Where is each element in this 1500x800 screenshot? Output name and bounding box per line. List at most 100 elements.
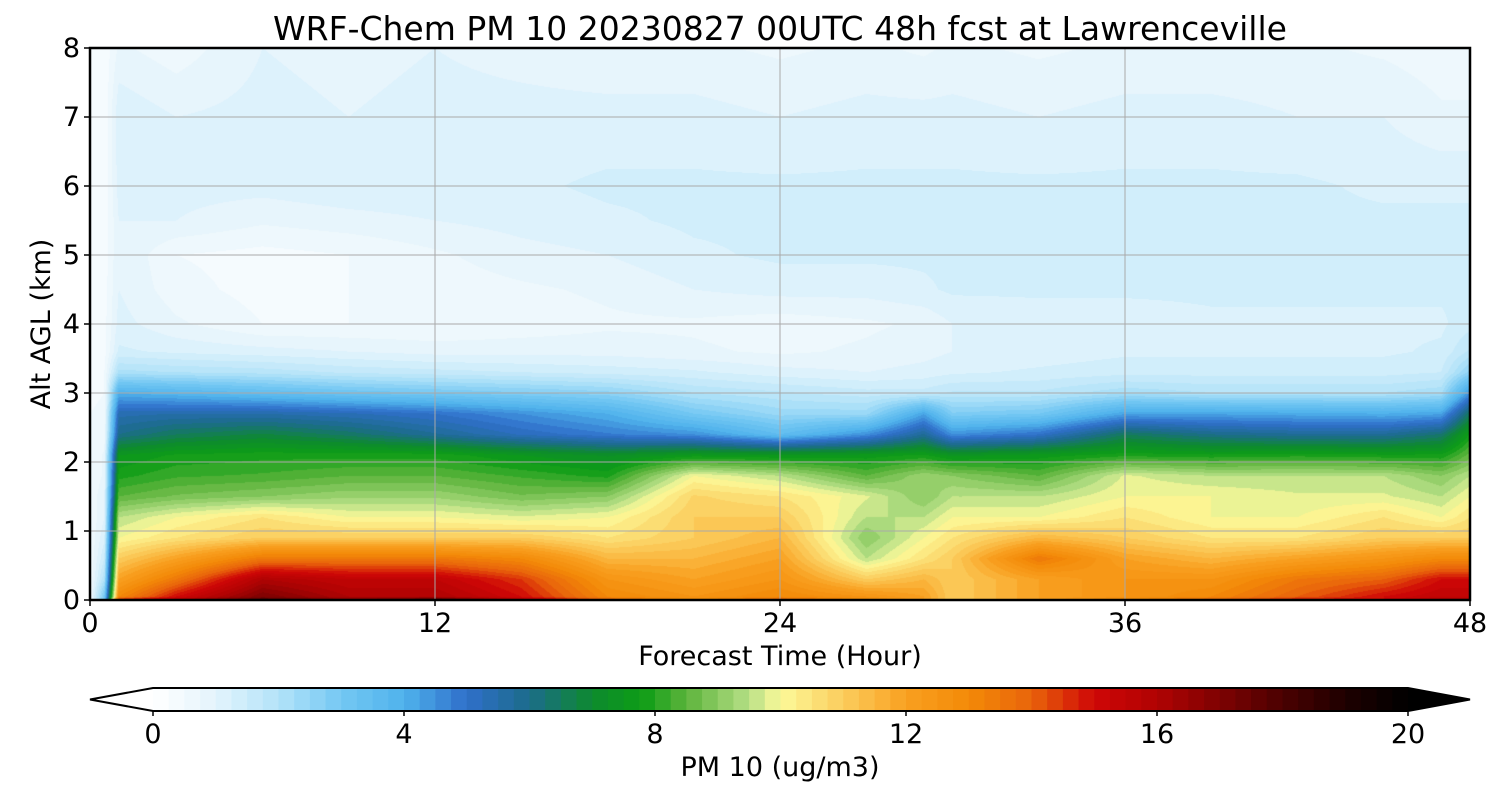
y-tick-label: 7 — [63, 102, 80, 133]
x-tick-label: 24 — [763, 608, 797, 639]
colorbar-segment — [1313, 688, 1331, 711]
colorbar-segment — [215, 688, 233, 711]
colorbar-segment — [482, 688, 499, 711]
colorbar-tick-label: 20 — [1391, 719, 1425, 750]
colorbar-segment — [670, 688, 687, 711]
colorbar-segment — [780, 688, 797, 711]
colorbar-segment — [309, 688, 327, 711]
colorbar-tick-label: 4 — [395, 719, 412, 750]
colorbar-segment — [984, 688, 1001, 711]
colorbar-segment — [1345, 688, 1362, 711]
colorbar-segment — [639, 688, 656, 711]
y-tick-label: 4 — [63, 309, 80, 340]
colorbar-segment — [247, 688, 264, 711]
y-tick-label: 8 — [63, 33, 80, 64]
chart-title: WRF-Chem PM 10 20230827 00UTC 48h fcst a… — [273, 9, 1287, 48]
y-tick-label: 3 — [63, 378, 80, 409]
colorbar-segment — [592, 688, 609, 711]
colorbar-segment — [937, 688, 954, 711]
colorbar: 0 4 8 12 16 20 — [89, 687, 1471, 750]
colorbar-segment — [325, 688, 342, 711]
colorbar-segment — [513, 688, 531, 711]
colorbar-segment — [1172, 688, 1189, 711]
colorbar-segment — [262, 688, 280, 711]
colorbar-segment — [733, 688, 750, 711]
colorbar-segment — [906, 688, 923, 711]
grid-lines — [90, 48, 1470, 600]
colorbar-segment — [1235, 688, 1252, 711]
colorbar-segment — [1360, 688, 1378, 711]
colorbar-segment — [294, 688, 311, 711]
colorbar-segment — [466, 688, 484, 711]
colorbar-segment — [874, 688, 891, 711]
x-axis-label: Forecast Time (Hour) — [638, 641, 922, 672]
colorbar-segment — [968, 688, 986, 711]
colorbar-segment — [1376, 688, 1393, 711]
colorbar-segment — [1094, 688, 1111, 711]
y-tick-label: 5 — [63, 240, 80, 271]
colorbar-segment — [1204, 688, 1221, 711]
colorbar-segment — [843, 688, 860, 711]
x-tick-label: 0 — [81, 608, 98, 639]
colorbar-tick-label: 8 — [646, 719, 663, 750]
colorbar-segment — [858, 688, 876, 711]
colorbar-segment — [1141, 688, 1158, 711]
colorbar-segment — [1266, 688, 1284, 711]
colorbar-segment — [827, 688, 844, 711]
colorbar-segment — [921, 688, 938, 711]
x-tick-label: 36 — [1108, 608, 1142, 639]
colorbar-segment — [811, 688, 829, 711]
y-axis-ticks: 0 1 2 3 4 5 6 7 8 — [63, 33, 90, 616]
colorbar-segment — [702, 688, 719, 711]
colorbar-segment — [1109, 688, 1127, 711]
colorbar-segment — [1251, 688, 1268, 711]
colorbar-segment — [1219, 688, 1237, 711]
colorbar-segment — [1188, 688, 1205, 711]
colorbar-segment — [560, 688, 578, 711]
colorbar-segment — [200, 688, 217, 711]
colorbar-extend-max — [1408, 688, 1470, 711]
y-tick-label: 0 — [63, 585, 80, 616]
colorbar-segment — [796, 688, 813, 711]
colorbar-segment — [1047, 688, 1064, 711]
colorbar-segment — [372, 688, 389, 711]
colorbar-segment — [1282, 688, 1299, 711]
colorbar-segment — [953, 688, 970, 711]
colorbar-segment — [168, 688, 185, 711]
colorbar-segment — [388, 688, 405, 711]
colorbar-tick-label: 0 — [144, 719, 161, 750]
colorbar-segment — [890, 688, 907, 711]
x-tick-label: 48 — [1453, 608, 1487, 639]
colorbar-segment — [435, 688, 452, 711]
x-tick-label: 12 — [418, 608, 452, 639]
colorbar-segment — [153, 688, 170, 711]
colorbar-segment — [278, 688, 295, 711]
y-tick-label: 1 — [63, 516, 80, 547]
colorbar-segment — [1157, 688, 1174, 711]
colorbar-tick-label: 16 — [1140, 719, 1174, 750]
colorbar-label: PM 10 (ug/m3) — [681, 752, 880, 783]
x-axis-ticks: 0 12 24 36 48 — [81, 600, 1487, 639]
colorbar-segment — [419, 688, 436, 711]
colorbar-segment — [1298, 688, 1315, 711]
colorbar-segment — [404, 688, 421, 711]
colorbar-segment — [498, 688, 515, 711]
colorbar-segment — [1031, 688, 1048, 711]
colorbar-segment — [184, 688, 201, 711]
colorbar-segment — [356, 688, 374, 711]
colorbar-segment — [1062, 688, 1080, 711]
colorbar-segment — [576, 688, 593, 711]
colorbar-segment — [341, 688, 358, 711]
colorbar-segment — [607, 688, 625, 711]
y-tick-label: 2 — [63, 447, 80, 478]
colorbar-segment — [451, 688, 468, 711]
colorbar-segment — [1000, 688, 1017, 711]
colorbar-segment — [1015, 688, 1033, 711]
y-tick-label: 6 — [63, 171, 80, 202]
colorbar-segment — [1125, 688, 1142, 711]
colorbar-segment — [1329, 688, 1346, 711]
colorbar-segment — [686, 688, 703, 711]
colorbar-segment — [623, 688, 640, 711]
colorbar-segment — [1078, 688, 1095, 711]
